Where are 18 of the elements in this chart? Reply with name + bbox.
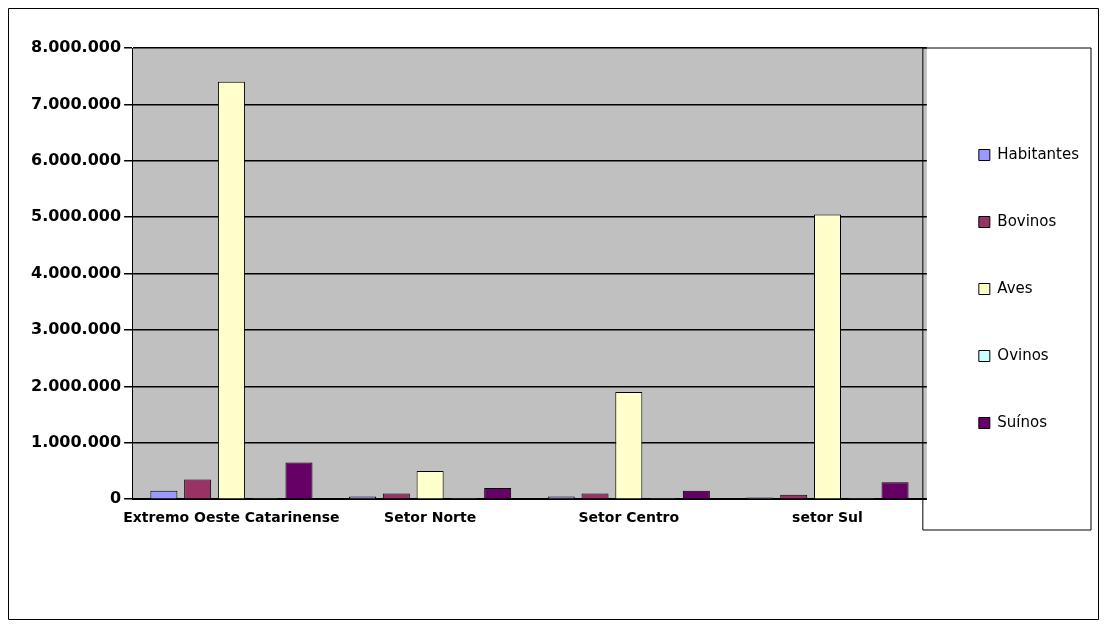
y-tick-label: 1.000.000 xyxy=(30,431,122,451)
y-tick-label: 2.000.000 xyxy=(30,375,122,395)
legend-label: Suínos xyxy=(997,412,1048,431)
x-tick-label: Setor Centro xyxy=(578,509,680,526)
legend-label: Bovinos xyxy=(997,211,1057,230)
y-tick-label: 0 xyxy=(109,488,122,508)
y-tick-label: 6.000.000 xyxy=(30,149,122,169)
y-tick-label: 8.000.000 xyxy=(30,37,122,57)
y-tick-label: 4.000.000 xyxy=(30,262,122,282)
y-tick-label: 5.000.000 xyxy=(30,206,122,226)
x-tick-label: setor Sul xyxy=(792,509,863,526)
y-tick-label: 3.000.000 xyxy=(30,319,122,339)
legend-label: Habitantes xyxy=(997,144,1080,163)
legend-label: Ovinos xyxy=(997,345,1049,364)
x-tick-label: Extremo Oeste Catarinense xyxy=(123,509,340,526)
y-tick-label: 7.000.000 xyxy=(30,93,122,113)
legend-label: Aves xyxy=(997,278,1033,297)
x-tick-label: Setor Norte xyxy=(384,509,477,526)
